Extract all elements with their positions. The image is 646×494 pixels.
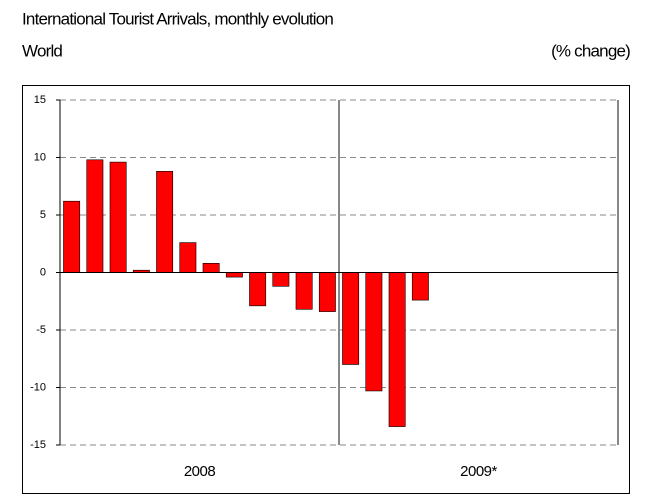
chart-title: International Tourist Arrivals, monthly …: [22, 9, 333, 28]
y-tick-label: 5: [40, 209, 46, 221]
bar: [388, 272, 406, 427]
bar: [179, 242, 197, 273]
bar: [342, 272, 360, 365]
y-tick-label: -5: [36, 324, 46, 336]
unit-label: (% change): [551, 41, 630, 60]
y-tick-label: -10: [30, 381, 46, 393]
chart-subtitle: World: [22, 41, 62, 60]
bar: [411, 272, 429, 301]
bar: [272, 272, 290, 287]
bar: [109, 161, 127, 273]
y-tick-label: 10: [34, 151, 46, 163]
bar: [318, 272, 336, 312]
group-label: 2008: [184, 463, 216, 480]
bar: [295, 272, 313, 310]
group-label: 2009*: [460, 463, 497, 480]
bar: [156, 171, 174, 273]
y-tick-label: 0: [40, 266, 46, 278]
bar: [249, 272, 267, 307]
bar: [225, 272, 243, 278]
bar: [63, 200, 81, 273]
bar: [365, 272, 383, 392]
y-tick-label: 15: [34, 94, 46, 106]
bar: [202, 262, 220, 273]
bar: [86, 159, 104, 273]
y-tick-label: -15: [30, 439, 46, 451]
